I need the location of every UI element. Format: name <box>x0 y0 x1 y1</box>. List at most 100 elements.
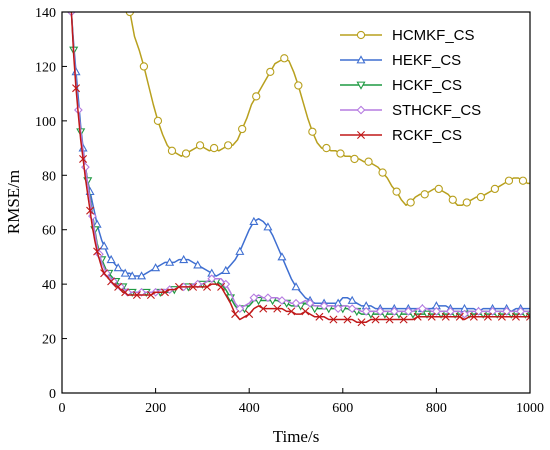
data-point <box>120 268 130 277</box>
data-point <box>427 312 436 321</box>
data-point <box>490 184 500 194</box>
data-point <box>406 198 415 207</box>
data-point <box>127 271 137 280</box>
data-point <box>526 312 530 321</box>
data-point <box>263 293 273 303</box>
x-tick-label: 0 <box>59 401 66 416</box>
legend-label-sthckf-cs: STHCKF_CS <box>392 102 481 119</box>
data-point <box>389 306 399 316</box>
data-point <box>420 190 429 199</box>
data-point <box>259 304 268 313</box>
data-point <box>504 176 514 185</box>
data-point <box>217 282 226 291</box>
data-point <box>231 310 240 319</box>
data-point <box>139 62 149 71</box>
data-point <box>221 279 231 289</box>
data-point <box>207 274 217 284</box>
data-point <box>308 127 317 136</box>
data-point <box>319 301 329 311</box>
data-point <box>448 195 457 204</box>
data-point <box>179 254 189 264</box>
y-tick-label: 20 <box>42 333 56 348</box>
data-point <box>203 282 212 291</box>
legend: HCMKF_CS HEKF_CS HCKF_CS STHCKF_CS RCKF_CS <box>340 27 481 144</box>
x-tick-label: 400 <box>239 401 260 416</box>
data-point <box>483 312 492 321</box>
y-tick-label: 80 <box>42 169 56 184</box>
data-point <box>137 287 146 297</box>
data-point <box>502 306 511 316</box>
data-point <box>455 312 464 321</box>
legend-label-rckf-cs: RCKF_CS <box>392 127 462 144</box>
data-point <box>280 54 289 63</box>
data-point <box>160 288 169 297</box>
data-point <box>221 265 231 274</box>
data-point <box>301 307 310 316</box>
data-point <box>79 154 88 163</box>
data-point <box>417 304 427 314</box>
data-point <box>93 247 102 256</box>
data-point <box>434 184 443 194</box>
data-point <box>371 315 380 324</box>
data-point <box>277 296 287 305</box>
data-point <box>175 282 183 291</box>
data-point <box>235 246 245 255</box>
data-point <box>277 252 287 261</box>
data-point <box>125 12 135 17</box>
data-point <box>86 206 95 215</box>
data-point <box>189 282 198 291</box>
y-tick-label: 100 <box>35 115 56 130</box>
data-point <box>181 149 191 158</box>
legend-label-hckf-cs: HCKF_CS <box>392 77 462 94</box>
data-point <box>263 222 273 231</box>
data-point <box>322 143 331 153</box>
data-point <box>249 293 259 303</box>
data-point <box>347 295 357 304</box>
series-rckf-cs <box>70 12 530 327</box>
series-hcmkf-cs <box>125 12 530 207</box>
data-point <box>516 306 526 316</box>
data-point <box>123 287 132 297</box>
data-point <box>99 241 109 250</box>
legend-marker-hcmkf-cs <box>356 30 366 40</box>
data-point <box>518 176 528 185</box>
data-point <box>153 116 163 126</box>
data-point <box>249 216 259 225</box>
data-point <box>252 92 261 101</box>
data-point <box>378 168 387 177</box>
data-point <box>291 282 301 291</box>
legend-marker-hekf-cs <box>356 55 366 64</box>
data-point <box>385 315 394 324</box>
data-point <box>137 271 147 280</box>
x-tick-label: 600 <box>332 401 353 416</box>
data-point <box>132 291 141 300</box>
y-tick-label: 60 <box>42 224 56 239</box>
data-point <box>336 149 345 158</box>
plot-area <box>62 12 530 393</box>
x-tick-label: 200 <box>145 401 166 416</box>
data-point <box>511 312 520 321</box>
data-point <box>350 154 359 164</box>
data-point <box>114 282 123 291</box>
x-axis: 0 200 400 600 800 1000 <box>59 388 544 416</box>
data-point <box>364 157 373 166</box>
data-point <box>474 306 483 316</box>
data-point <box>151 263 161 272</box>
data-point <box>291 298 301 308</box>
data-point <box>403 306 413 316</box>
data-point <box>361 306 371 316</box>
legend-marker-hckf-cs <box>356 81 366 90</box>
y-tick-label: 0 <box>49 387 56 402</box>
data-point <box>167 146 177 155</box>
data-point <box>347 304 357 314</box>
data-point <box>441 312 450 321</box>
data-point <box>223 141 233 150</box>
legend-marker-rckf-cs <box>357 131 365 139</box>
data-point <box>432 306 441 316</box>
data-point <box>294 81 303 90</box>
data-point <box>238 124 247 134</box>
x-tick-label: 800 <box>426 401 447 416</box>
data-point <box>287 307 296 316</box>
data-point <box>462 198 471 207</box>
